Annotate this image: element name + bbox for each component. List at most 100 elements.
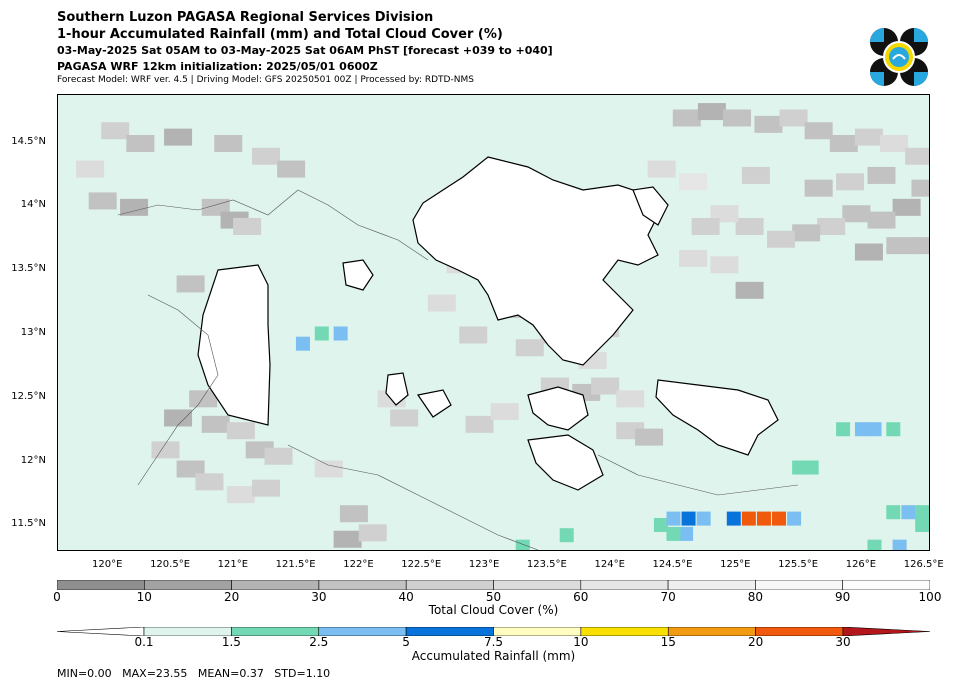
statistics-line: MIN=0.00 MAX=23.55 MEAN=0.37 STD=1.10 — [57, 667, 331, 680]
cloud-cell — [76, 160, 105, 178]
romblon-islands — [385, 372, 409, 406]
cloud-cell — [88, 192, 117, 210]
cloud-cover-layer — [76, 103, 929, 548]
rain-colorbar-segment — [755, 627, 844, 636]
cloud-cell — [867, 211, 896, 229]
cloud-colorbar-tick: 10 — [136, 590, 152, 604]
cloud-cell — [120, 198, 149, 216]
cloud-colorbar-tick: 40 — [398, 590, 414, 604]
chart-title: Southern Luzon PAGASA Regional Services … — [57, 10, 434, 25]
cloud-colorbar-tick: 80 — [747, 590, 764, 604]
rainfall-colorbar — [57, 627, 930, 636]
cloud-cell — [427, 294, 456, 312]
cloud-cell — [226, 486, 255, 504]
rain-cell — [295, 336, 310, 351]
x-tick-label: 120.5°E — [150, 559, 191, 570]
x-tick-label: 122°E — [343, 559, 374, 570]
rain-cell — [515, 539, 530, 550]
cloud-cell — [164, 409, 193, 427]
cloud-cell — [164, 128, 193, 146]
rain-colorbar-tick: 30 — [835, 635, 851, 649]
cloud-cell — [459, 326, 488, 344]
rainfall-colorbar-label: Accumulated Rainfall (mm) — [411, 649, 576, 663]
cloud-cell — [735, 281, 764, 299]
rainfall-layer — [295, 326, 929, 550]
x-tick-label: 125.5°E — [778, 559, 819, 570]
cloud-colorbar-segment — [493, 580, 582, 590]
chart-subtitle: 1-hour Accumulated Rainfall (mm) and Tot… — [57, 27, 503, 42]
cloud-cover-colorbar — [57, 580, 930, 590]
cloud-cell — [880, 135, 909, 153]
cloud-cell — [264, 447, 293, 465]
cloud-cell — [465, 415, 494, 433]
cloud-colorbar-segment — [144, 580, 232, 590]
rain-cell — [892, 539, 907, 550]
cloud-cell — [754, 115, 783, 133]
mindoro-island — [197, 264, 271, 426]
rain-colorbar-tick: 5 — [402, 635, 410, 649]
cloud-cell — [779, 109, 808, 127]
cloud-colorbar-segment — [318, 580, 407, 590]
luzon-bicol-landmass — [412, 156, 659, 366]
cloud-cell — [616, 390, 645, 408]
x-tick-label: 120°E — [92, 559, 123, 570]
outline-mindoro-west — [137, 294, 219, 486]
rain-cell — [653, 517, 668, 532]
x-tick-label: 122.5°E — [401, 559, 442, 570]
cloud-cell — [195, 473, 224, 491]
cloud-cell — [723, 109, 752, 127]
cloud-colorbar-tick: 70 — [660, 590, 676, 604]
cloud-cell — [176, 460, 205, 478]
rain-cell — [696, 511, 711, 526]
cloud-cell — [251, 147, 280, 165]
cloud-cell — [892, 198, 921, 216]
cloud-colorbar-tick: 0 — [53, 590, 61, 604]
rain-colorbar-segment — [580, 627, 669, 636]
rain-cell — [679, 526, 694, 541]
rain-cell — [915, 517, 929, 532]
cloud-colorbar-segment — [57, 580, 145, 590]
cloud-colorbar-segment — [755, 580, 844, 590]
cloud-cell — [591, 377, 620, 395]
y-tick-label: 13°N — [20, 326, 46, 338]
x-tick-label: 121.5°E — [275, 559, 316, 570]
rain-cell — [886, 505, 901, 520]
cloud-colorbar-segment — [842, 580, 930, 590]
rain-colorbar-tick: 20 — [747, 635, 764, 649]
cloud-cover-colorbar-label: Total Cloud Cover (%) — [428, 603, 559, 617]
pagasa-seal-icon — [870, 28, 928, 86]
y-tick-label: 14.5°N — [11, 135, 46, 147]
cloud-cell — [741, 166, 770, 184]
outline-eastern-visayas — [597, 454, 799, 496]
rain-cell — [559, 528, 574, 543]
cloud-cell — [226, 422, 255, 440]
cloud-cell — [710, 256, 739, 274]
rain-colorbar-over-arrow — [842, 627, 930, 636]
cloud-colorbar-segment — [231, 580, 320, 590]
rain-colorbar-tick: 2.5 — [309, 635, 329, 649]
rain-cell — [741, 511, 756, 526]
cloud-cell — [911, 237, 929, 255]
outline-visayas — [287, 444, 539, 550]
cloud-cell — [804, 179, 833, 197]
cloud-colorbar-segment — [405, 580, 494, 590]
samar-island — [655, 379, 779, 456]
panay-island — [527, 434, 604, 491]
y-tick-label: 12°N — [20, 454, 46, 466]
cloud-cell — [251, 479, 280, 497]
cloud-colorbar-tick: 60 — [573, 590, 589, 604]
cloud-cell — [829, 135, 858, 153]
cloud-cell — [792, 224, 821, 242]
x-tick-label: 125°E — [720, 559, 751, 570]
rain-colorbar-tick: 10 — [573, 635, 589, 649]
rain-cell — [804, 460, 819, 475]
cloud-cell — [515, 339, 544, 357]
rain-cell — [681, 511, 696, 526]
cloud-cell — [233, 217, 262, 235]
rain-colorbar-segment — [318, 627, 407, 636]
cloud-cell — [867, 166, 896, 184]
x-tick-label: 126°E — [845, 559, 877, 570]
cloud-colorbar-tick: 50 — [485, 590, 502, 604]
x-tick-label: 124°E — [594, 559, 625, 570]
cloud-cell — [176, 275, 205, 293]
